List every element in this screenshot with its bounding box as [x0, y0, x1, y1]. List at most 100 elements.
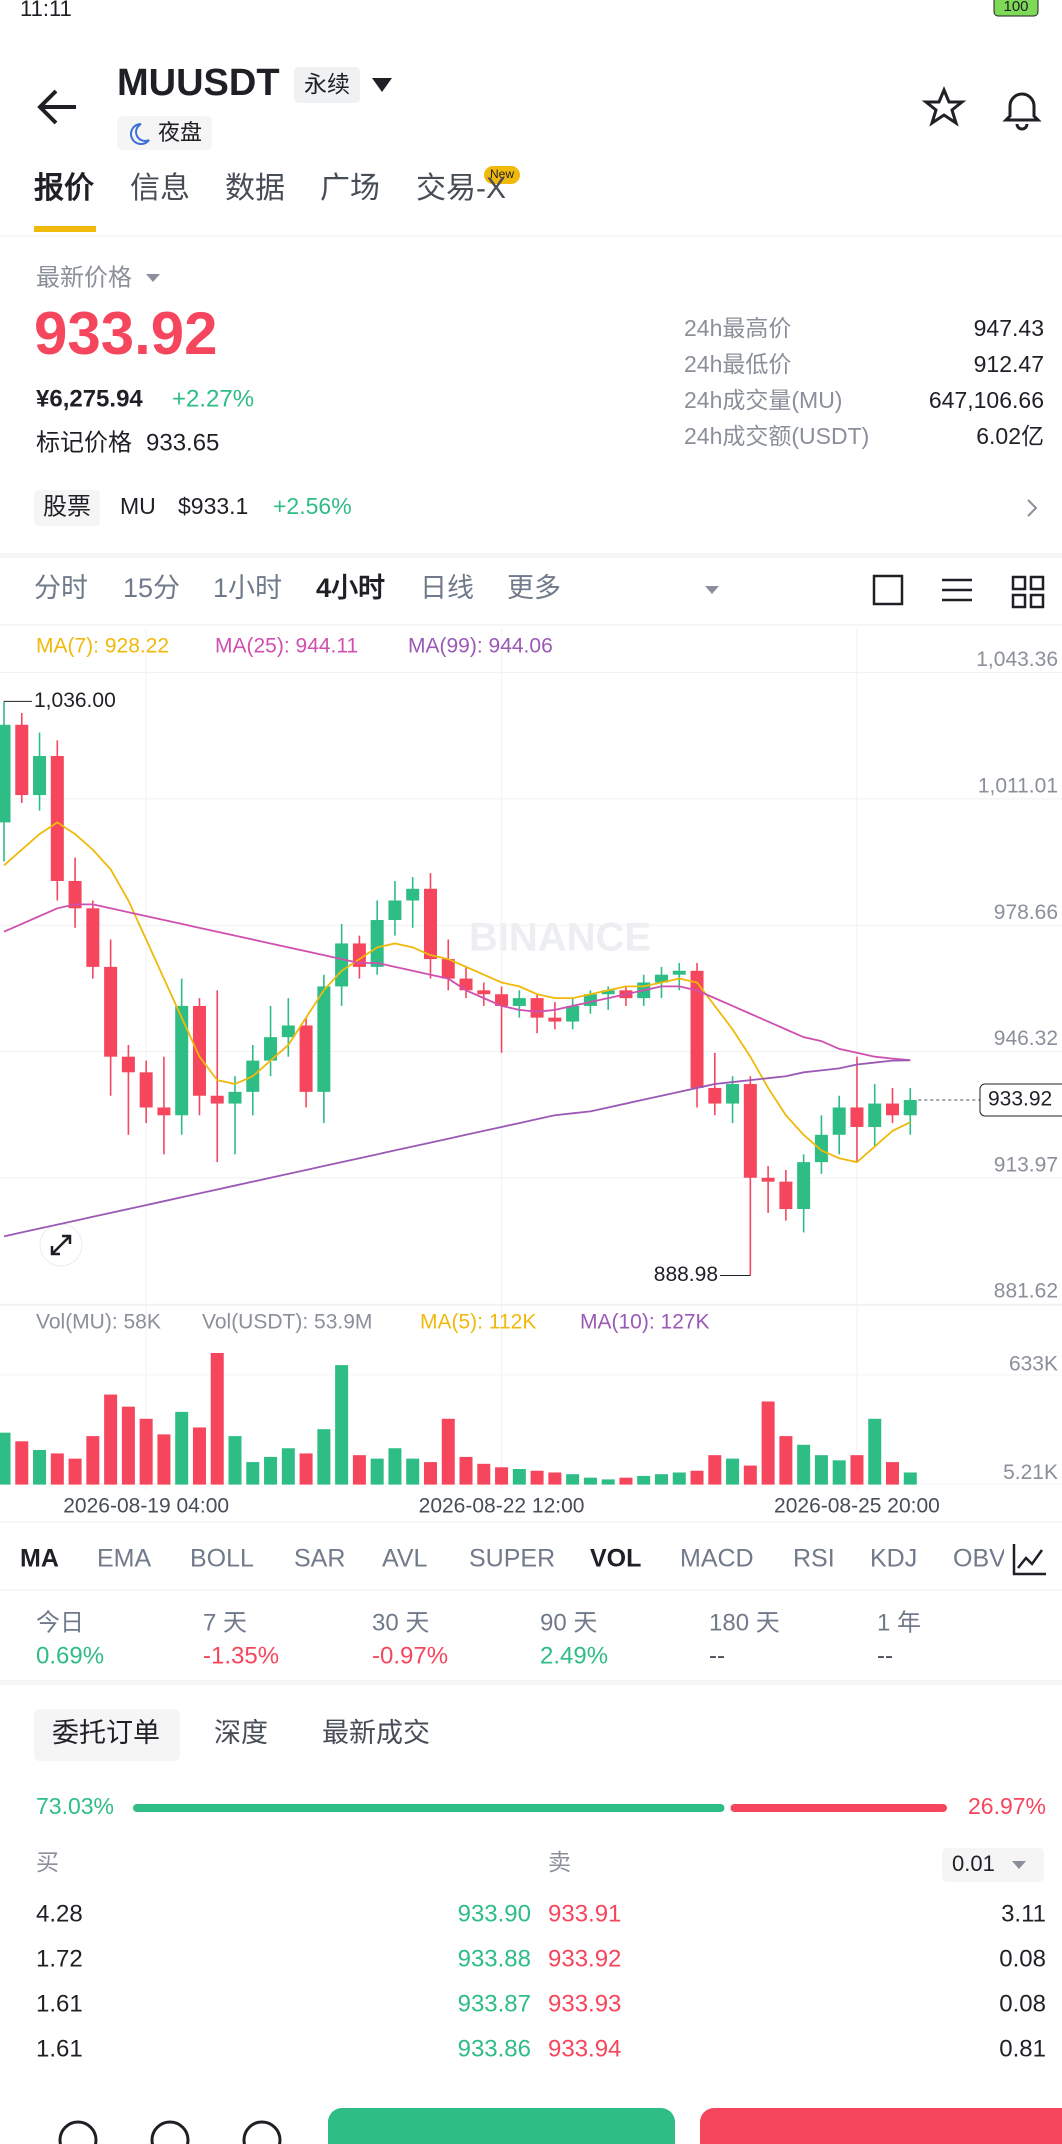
back-button[interactable] [37, 89, 76, 125]
bid-price: 933.90 [458, 1900, 531, 1927]
volume-bar [601, 1479, 615, 1485]
ask-qty: 0.08 [999, 1990, 1046, 2017]
candle-body [264, 1037, 278, 1061]
volume-bar [104, 1394, 118, 1485]
volume-legend: MA(10): 127K [580, 1311, 710, 1334]
volume-bar [583, 1477, 597, 1485]
candle-body [459, 978, 473, 991]
candle-body [139, 1072, 153, 1108]
buy-button[interactable] [328, 2108, 675, 2144]
nav-icon[interactable] [58, 2120, 98, 2144]
nav-icon[interactable] [150, 2120, 190, 2144]
volume-bar [495, 1467, 509, 1485]
volume-bar [672, 1472, 686, 1485]
volume-bar [370, 1458, 384, 1485]
battery-level: 100 [1003, 0, 1028, 15]
volume-bar [637, 1475, 651, 1485]
volume-tick-label: 633K [1009, 1353, 1058, 1376]
candle-body [512, 998, 526, 1006]
indicator-tab: OBV [953, 1545, 1006, 1573]
period-label: 180 天 [709, 1609, 780, 1636]
bid-qty: 1.61 [36, 2035, 83, 2062]
volume-bar [68, 1458, 82, 1485]
ma-legend: MA(25): 944.11 [215, 635, 358, 658]
volume-bar [868, 1418, 882, 1485]
candle-body [335, 943, 349, 987]
y-tick-label: 1,043.36 [976, 648, 1058, 671]
price-label: 最新价格 [36, 264, 132, 291]
candle-body [583, 994, 597, 1006]
battery [993, 0, 1039, 17]
price-change: +2.27% [172, 385, 254, 412]
volume-bar [175, 1411, 189, 1485]
candle-body [441, 959, 455, 979]
precision-select[interactable] [942, 1848, 1044, 1882]
favorite[interactable] [921, 86, 967, 127]
stat-label: 24h最高价 [684, 315, 791, 341]
last-price-box [979, 1083, 1062, 1117]
tab: 报价 [34, 172, 94, 205]
volume-bar [352, 1455, 366, 1485]
volume-bar [15, 1441, 29, 1485]
volume-bar [832, 1460, 846, 1485]
indicator-tab: MA [20, 1545, 59, 1573]
sell-button[interactable] [700, 2108, 1062, 2144]
volume-bar [139, 1418, 153, 1485]
bid-qty: 1.61 [36, 1990, 83, 2017]
period-label: 90 天 [540, 1609, 597, 1636]
candle-body [370, 920, 384, 967]
volume-bar [459, 1456, 473, 1485]
volume-bar [743, 1465, 757, 1485]
nav-icon[interactable] [242, 2120, 282, 2144]
mark-price: 933.65 [146, 429, 219, 456]
candle-body [814, 1134, 828, 1163]
x-tick-label: 2026-08-19 04:00 [63, 1495, 229, 1518]
high-label: 1,036.00 [34, 689, 116, 712]
more-dropdown[interactable] [705, 586, 719, 594]
mark-label: 标记价格 [36, 429, 132, 456]
volume-bar [388, 1448, 402, 1485]
ma-legend: MA(7): 928.22 [36, 635, 169, 658]
divider [0, 1680, 1062, 1685]
symbol-dropdown[interactable] [372, 78, 392, 92]
interval: 15分 [123, 573, 180, 603]
tab: 交易-X [416, 172, 506, 205]
ma-line [3, 1059, 911, 1238]
buy-ratio-bar [133, 1804, 725, 1812]
period-change: 0.69% [36, 1642, 104, 1669]
stock-symbol: MU [120, 493, 156, 519]
alert[interactable] [1002, 92, 1042, 131]
indicator-tab: KDJ [870, 1545, 917, 1573]
volume-bar [654, 1474, 668, 1485]
period-change: -- [877, 1642, 893, 1669]
stock-tag-text: 股票 [43, 493, 91, 520]
sell-ratio: 26.97% [968, 1793, 1046, 1819]
bid-price: 933.88 [458, 1945, 531, 1972]
indicator-settings[interactable] [1012, 1544, 1046, 1576]
badge [484, 166, 520, 184]
indicator-tab: RSI [793, 1545, 835, 1573]
fullscreen-icon[interactable] [872, 574, 904, 606]
settings-icon[interactable] [942, 578, 972, 602]
volume-bar [441, 1418, 455, 1485]
price-dropdown[interactable] [146, 274, 160, 282]
volume-bar [121, 1406, 135, 1485]
candle-body [832, 1107, 846, 1135]
volume-bar [530, 1470, 544, 1485]
last-price-label: 933.92 [988, 1088, 1052, 1111]
volume-bar [512, 1469, 526, 1485]
indicator-tab: SUPER [469, 1545, 555, 1573]
candle-body [175, 1005, 189, 1116]
volume-bar [281, 1448, 295, 1485]
volume-legend: Vol(MU): 58K [36, 1311, 161, 1334]
layout-icon[interactable] [1011, 575, 1045, 609]
volume-bar [477, 1463, 491, 1485]
buy-ratio: 73.03% [36, 1793, 114, 1819]
candle-body [743, 1084, 757, 1178]
candle-body [495, 994, 509, 1006]
candle-body [121, 1056, 135, 1073]
chevron[interactable] [1027, 499, 1038, 517]
ask-qty: 0.08 [999, 1945, 1046, 1972]
last-price: 933.92 [34, 300, 218, 367]
